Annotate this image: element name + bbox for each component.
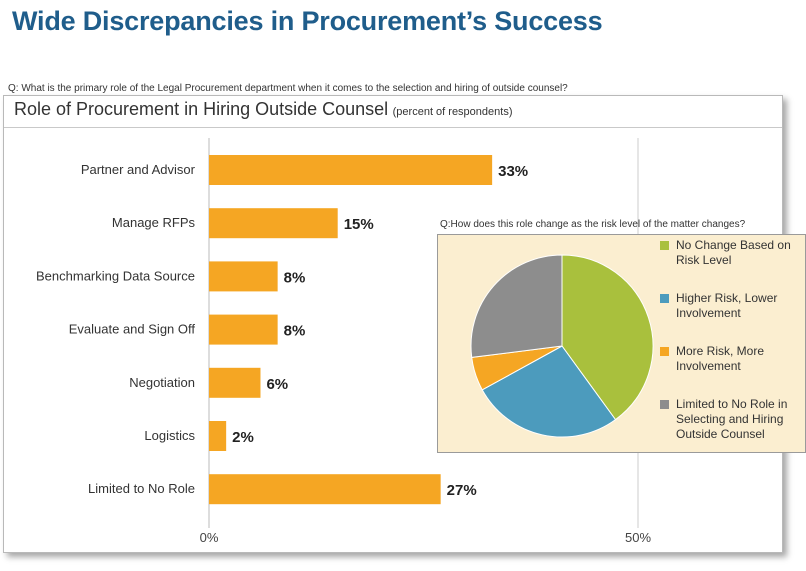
page-title: Wide Discrepancies in Procurement’s Succ… <box>12 6 603 36</box>
value-label: 6% <box>266 376 288 393</box>
legend-item: More Risk, More Involvement <box>660 344 800 374</box>
bar <box>209 421 227 451</box>
legend-item: Higher Risk, Lower Involvement <box>660 291 800 321</box>
legend-swatch <box>660 294 669 303</box>
bar <box>209 261 278 292</box>
legend-label: Higher Risk, Lower Involvement <box>676 291 778 320</box>
legend-item: Limited to No Role in Selecting and Hiri… <box>660 397 800 442</box>
bar <box>209 367 261 398</box>
pie-slice <box>470 254 563 358</box>
value-label: 27% <box>447 482 477 499</box>
bar <box>209 314 278 345</box>
pie-slice <box>561 254 654 421</box>
pie-slice <box>481 345 617 438</box>
category-label: Logistics <box>144 428 195 443</box>
survey-question: Q: What is the primary role of the Legal… <box>8 83 568 94</box>
bar-chart-title-main: Role of Procurement in Hiring Outside Co… <box>14 99 389 119</box>
value-label: 15% <box>344 216 374 233</box>
legend-label: Limited to No Role in Selecting and Hiri… <box>676 397 788 441</box>
category-label: Evaluate and Sign Off <box>69 322 196 337</box>
value-label: 8% <box>284 269 306 286</box>
legend-swatch <box>660 347 669 356</box>
pie-chart <box>470 254 654 438</box>
category-label: Manage RFPs <box>112 215 196 230</box>
category-label: Benchmarking Data Source <box>36 268 195 283</box>
bar <box>209 474 441 505</box>
pie-chart-question: Q:How does this role change as the risk … <box>440 219 746 230</box>
title-divider <box>4 127 782 128</box>
legend-swatch <box>660 241 669 250</box>
category-label: Partner and Advisor <box>81 162 196 177</box>
pie-chart-inset: No Change Based on Risk Level Higher Risk… <box>437 234 806 453</box>
bar <box>209 155 493 185</box>
category-label: Limited to No Role <box>88 481 195 496</box>
bar-chart-title: Role of Procurement in Hiring Outside Co… <box>14 99 513 120</box>
bar-chart: Partner and Advisor 33% Manage RFPs 15% Benc… <box>36 138 651 545</box>
x-tick-label: 50% <box>625 530 651 545</box>
legend-item: No Change Based on Risk Level <box>660 238 800 268</box>
legend-label: No Change Based on Risk Level <box>676 238 791 267</box>
value-label: 8% <box>284 323 306 340</box>
bar <box>209 208 338 239</box>
x-tick-label: 0% <box>200 530 219 545</box>
legend-swatch <box>660 400 669 409</box>
legend-label: More Risk, More Involvement <box>676 344 765 373</box>
value-label: 33% <box>498 163 528 180</box>
bar-chart-subtitle: (percent of respondents) <box>392 106 513 118</box>
category-label: Negotiation <box>129 375 195 390</box>
value-label: 2% <box>232 429 254 446</box>
pie-legend: No Change Based on Risk Level Higher Risk… <box>660 238 800 442</box>
